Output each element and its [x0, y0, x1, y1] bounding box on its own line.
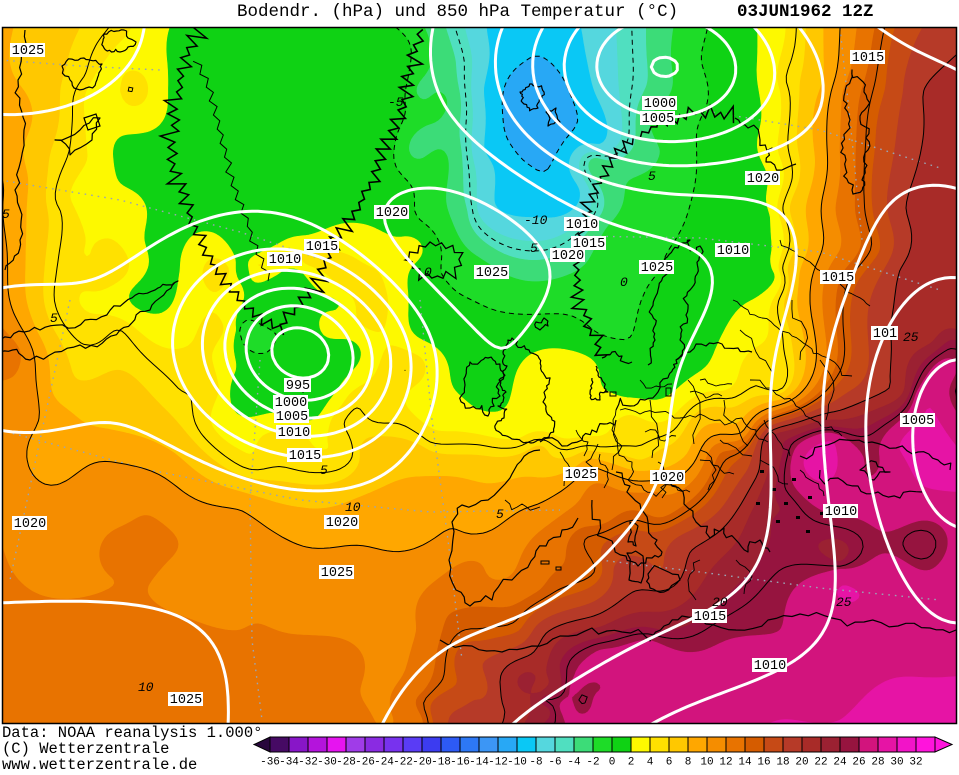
svg-text:6: 6: [666, 757, 673, 769]
svg-text:1000: 1000: [644, 97, 676, 112]
svg-text:-16: -16: [450, 757, 470, 769]
svg-text:0: 0: [609, 757, 616, 769]
svg-text:1015: 1015: [289, 449, 321, 464]
svg-text:1020: 1020: [552, 249, 584, 264]
svg-text:1015: 1015: [852, 51, 884, 66]
svg-text:-6: -6: [548, 757, 561, 769]
svg-text:5: 5: [50, 311, 58, 326]
svg-text:-5: -5: [388, 95, 404, 110]
svg-text:1025: 1025: [170, 693, 202, 708]
svg-text:2: 2: [628, 757, 635, 769]
svg-text:1010: 1010: [825, 505, 857, 520]
svg-text:03JUN1962 12Z: 03JUN1962 12Z: [737, 2, 874, 22]
svg-text:18: 18: [776, 757, 789, 769]
svg-text:1015: 1015: [306, 240, 338, 255]
svg-text:10: 10: [138, 680, 154, 695]
svg-text:1025: 1025: [476, 266, 508, 281]
svg-text:1000: 1000: [275, 396, 307, 411]
svg-text:-12: -12: [488, 757, 508, 769]
svg-text:8: 8: [685, 757, 692, 769]
svg-text:1010: 1010: [566, 218, 598, 233]
svg-text:16: 16: [757, 757, 770, 769]
svg-text:32: 32: [909, 757, 922, 769]
svg-text:-14: -14: [469, 757, 489, 769]
svg-text:1020: 1020: [747, 172, 779, 187]
svg-text:0: 0: [424, 265, 432, 280]
svg-text:0: 0: [620, 275, 628, 290]
svg-text:12: 12: [719, 757, 732, 769]
svg-text:5: 5: [648, 169, 656, 184]
svg-text:1025: 1025: [641, 261, 673, 276]
svg-text:-10: -10: [524, 213, 548, 228]
svg-text:1025: 1025: [321, 566, 353, 581]
svg-text:(C) Wetterzentrale: (C) Wetterzentrale: [2, 740, 169, 758]
svg-text:101: 101: [873, 327, 897, 342]
svg-text:1010: 1010: [269, 253, 301, 268]
svg-text:5: 5: [530, 241, 538, 256]
svg-text:1010: 1010: [278, 426, 310, 441]
svg-text:Data: NOAA reanalysis 1.000°: Data: NOAA reanalysis 1.000°: [2, 724, 262, 742]
svg-text:-22: -22: [393, 757, 413, 769]
svg-text:5: 5: [320, 463, 328, 478]
svg-text:5: 5: [2, 207, 10, 222]
svg-text:1005: 1005: [642, 112, 674, 127]
svg-text:24: 24: [833, 757, 847, 769]
svg-text:www.wetterzentrale.de: www.wetterzentrale.de: [2, 756, 197, 770]
svg-text:-28: -28: [336, 757, 356, 769]
svg-text:Bodendr. (hPa) und 850 hPa Tem: Bodendr. (hPa) und 850 hPa Temperatur (°…: [237, 2, 678, 22]
svg-text:1020: 1020: [326, 516, 358, 531]
svg-text:1015: 1015: [694, 610, 726, 625]
svg-text:1015: 1015: [822, 271, 854, 286]
svg-text:1010: 1010: [717, 244, 749, 259]
svg-text:22: 22: [814, 757, 827, 769]
svg-text:10: 10: [345, 500, 361, 515]
svg-text:30: 30: [890, 757, 903, 769]
svg-text:1020: 1020: [652, 471, 684, 486]
svg-text:1025: 1025: [565, 468, 597, 483]
svg-text:-36: -36: [260, 757, 280, 769]
svg-text:-24: -24: [374, 757, 394, 769]
svg-text:4: 4: [647, 757, 654, 769]
svg-text:1025: 1025: [12, 44, 44, 59]
svg-text:1020: 1020: [14, 517, 46, 532]
svg-text:-10: -10: [507, 757, 527, 769]
svg-text:-26: -26: [355, 757, 375, 769]
svg-text:26: 26: [852, 757, 865, 769]
svg-text:-18: -18: [431, 757, 451, 769]
svg-text:1015: 1015: [573, 237, 605, 252]
svg-text:20: 20: [795, 757, 808, 769]
svg-text:-20: -20: [412, 757, 432, 769]
svg-text:-4: -4: [567, 757, 581, 769]
svg-text:-30: -30: [317, 757, 337, 769]
svg-text:-34: -34: [279, 757, 299, 769]
svg-text:-8: -8: [529, 757, 542, 769]
svg-text:10: 10: [700, 757, 713, 769]
svg-text:-32: -32: [298, 757, 318, 769]
svg-text:28: 28: [871, 757, 884, 769]
svg-text:25: 25: [903, 330, 919, 345]
svg-text:995: 995: [286, 379, 310, 394]
svg-text:1020: 1020: [376, 206, 408, 221]
svg-text:5: 5: [496, 507, 504, 522]
svg-text:1005: 1005: [276, 410, 308, 425]
svg-text:-2: -2: [586, 757, 599, 769]
svg-text:1010: 1010: [754, 659, 786, 674]
svg-text:20: 20: [712, 595, 728, 610]
svg-text:14: 14: [738, 757, 752, 769]
svg-text:1005: 1005: [902, 414, 934, 429]
svg-text:25: 25: [836, 595, 852, 610]
